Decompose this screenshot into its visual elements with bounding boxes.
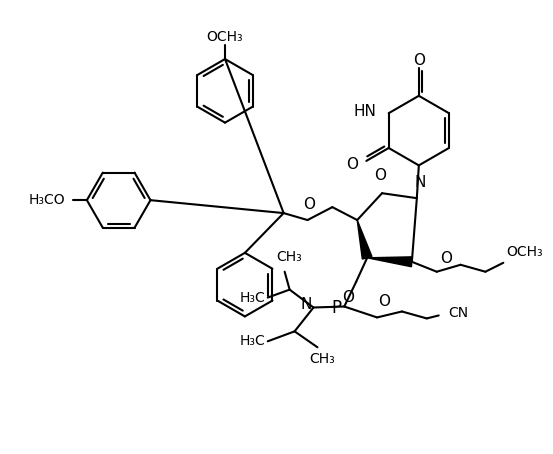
Text: CH₃: CH₃	[310, 352, 335, 366]
Text: OCH₃: OCH₃	[507, 245, 543, 259]
Text: O: O	[342, 290, 354, 305]
Text: HN: HN	[354, 104, 377, 118]
Text: H₃C: H₃C	[240, 334, 266, 348]
Text: P: P	[331, 300, 341, 317]
Text: N: N	[414, 175, 425, 190]
Text: O: O	[378, 295, 390, 310]
Text: OCH₃: OCH₃	[207, 30, 243, 44]
Text: O: O	[374, 168, 386, 183]
Polygon shape	[367, 257, 413, 267]
Text: O: O	[413, 53, 425, 68]
Text: CH₃: CH₃	[276, 250, 302, 264]
Text: O: O	[440, 251, 452, 266]
Text: H₃C: H₃C	[240, 291, 266, 305]
Text: CN: CN	[448, 306, 469, 321]
Text: N: N	[300, 297, 311, 312]
Text: O: O	[304, 197, 316, 212]
Polygon shape	[357, 220, 372, 259]
Text: H₃CO: H₃CO	[28, 193, 65, 207]
Text: O: O	[346, 158, 358, 173]
